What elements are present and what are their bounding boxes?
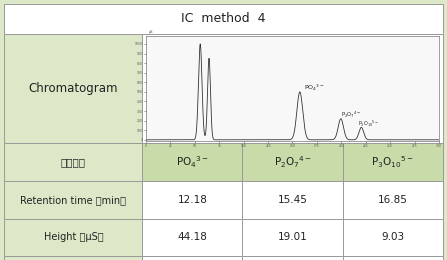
Bar [4,256,143,260]
Bar [4,4,443,34]
Text: 12.18: 12.18 [177,195,207,205]
Text: P$_2$O$_7$$^{4-}$: P$_2$O$_7$$^{4-}$ [341,110,361,120]
Bar [4,218,143,256]
Text: P$_2$O$_7$$^{4-}$: P$_2$O$_7$$^{4-}$ [274,154,312,170]
Text: Chromatogram: Chromatogram [29,82,118,95]
Text: Retention time （min）: Retention time （min） [21,195,127,205]
Text: μS: μS [149,30,153,34]
Text: P$_3$O$_{10}$$^{5-}$: P$_3$O$_{10}$$^{5-}$ [358,119,380,129]
Text: P$_3$O$_{10}$$^{5-}$: P$_3$O$_{10}$$^{5-}$ [371,154,414,170]
Bar [143,256,242,260]
Bar [342,143,443,181]
Bar [342,256,443,260]
Text: 19.01: 19.01 [278,232,308,242]
Bar [342,181,443,218]
Bar [342,218,443,256]
Bar [4,34,143,143]
Bar [4,143,143,181]
Text: 대상물질: 대상물질 [61,157,86,167]
Bar [143,218,242,256]
Text: 9.03: 9.03 [381,232,404,242]
Text: PO$_4$$^{3-}$: PO$_4$$^{3-}$ [304,83,325,93]
Bar [242,181,342,218]
Text: IC  method  4: IC method 4 [181,12,266,25]
Text: Height （μS）: Height （μS） [44,232,103,242]
Bar [242,256,342,260]
Bar [242,218,342,256]
Text: PO$_4$$^{3-}$: PO$_4$$^{3-}$ [176,154,209,170]
Bar [143,143,242,181]
Text: 44.18: 44.18 [177,232,207,242]
Text: 16.85: 16.85 [378,195,408,205]
Bar [143,181,242,218]
Bar [4,181,143,218]
Text: 15.45: 15.45 [278,195,308,205]
Bar [143,34,443,143]
Bar [242,143,342,181]
